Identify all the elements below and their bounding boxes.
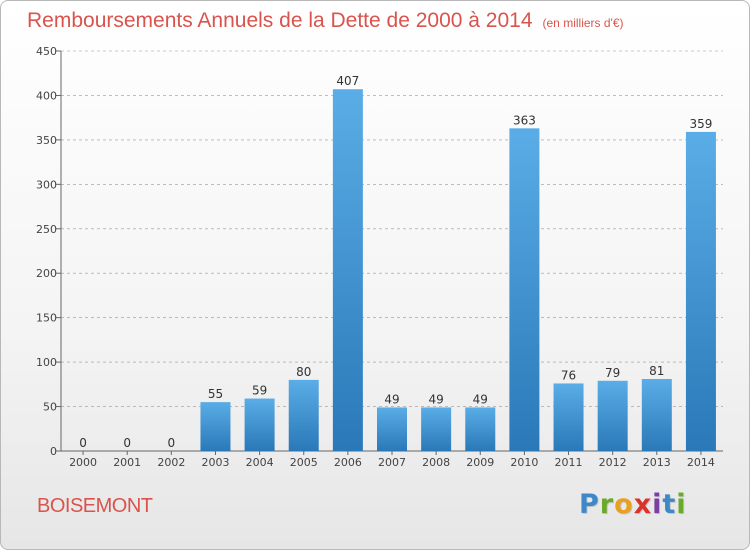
bar-2006[interactable]: [332, 89, 363, 451]
chart-title: Remboursements Annuels de la Dette de 20…: [27, 9, 624, 33]
data-label-2003: 55: [208, 387, 223, 401]
y-tick-label: 350: [36, 134, 57, 147]
bar-2010[interactable]: [509, 128, 540, 451]
x-tick-label: 2007: [378, 456, 406, 469]
y-tick-label: 150: [36, 312, 57, 325]
bar-2014[interactable]: [685, 131, 716, 451]
y-tick-label: 450: [36, 45, 57, 58]
bar-2013[interactable]: [641, 379, 672, 451]
axes: 0 50 100 150 200 250 300 350 400 450 2000 2001 2002 2…: [36, 45, 723, 469]
logo-letter: P: [579, 489, 600, 520]
x-tick-label: 2003: [201, 456, 229, 469]
data-label-2013: 81: [649, 364, 664, 378]
logo-letter: t: [662, 489, 677, 520]
data-label-2007: 49: [384, 392, 399, 406]
bars: [200, 89, 716, 451]
y-tick-label: 50: [43, 401, 57, 414]
y-tick-label: 200: [36, 267, 57, 280]
data-label-2014: 359: [689, 117, 712, 131]
x-tick-label: 2005: [290, 456, 318, 469]
logo-letter: o: [614, 489, 634, 520]
data-label-2012: 79: [605, 366, 620, 380]
bar-2003[interactable]: [200, 402, 231, 451]
x-tick-label: 2000: [69, 456, 97, 469]
logo-letter: x: [633, 489, 653, 520]
x-tick-label: 2011: [555, 456, 583, 469]
data-label-2001: 0: [123, 436, 131, 450]
bar-2007[interactable]: [377, 407, 407, 451]
chart-title-main: Remboursements Annuels de la Dette de 20…: [27, 9, 533, 32]
x-tick-label: 2012: [599, 456, 627, 469]
data-label-2000: 0: [79, 436, 87, 450]
data-label-2005: 80: [296, 365, 311, 379]
bar-2004[interactable]: [244, 398, 275, 451]
grid-lines: [61, 50, 723, 452]
x-tick-label: 2002: [157, 456, 185, 469]
x-tick-label: 2008: [422, 456, 450, 469]
x-tick-label: 2001: [113, 456, 141, 469]
bar-2009[interactable]: [465, 407, 496, 451]
proxiti-logo[interactable]: Proxiti: [579, 489, 687, 520]
data-label-2011: 76: [561, 368, 576, 382]
bar-2008[interactable]: [421, 407, 452, 451]
y-tick-label: 400: [36, 89, 57, 102]
x-tick-label: 2010: [510, 456, 538, 469]
y-tick-label: 250: [36, 223, 57, 236]
chart-title-unit: (en milliers d'€): [542, 16, 624, 30]
x-tick-label: 2014: [687, 456, 715, 469]
bar-2011[interactable]: [553, 383, 584, 451]
bar-2012[interactable]: [597, 380, 628, 451]
logo-letter: i: [652, 489, 663, 520]
data-label-2002: 0: [168, 436, 176, 450]
x-tick-label: 2004: [246, 456, 274, 469]
x-tick-label: 2006: [334, 456, 362, 469]
x-tick-label: 2013: [643, 456, 671, 469]
bar-2005[interactable]: [288, 379, 319, 451]
data-label-2004: 59: [252, 384, 267, 398]
x-tick-label: 2009: [466, 456, 494, 469]
y-tick-label: 100: [36, 356, 57, 369]
data-label-2006: 407: [336, 74, 359, 88]
logo-letter: i: [676, 489, 687, 520]
logo-letter: r: [599, 489, 615, 520]
data-label-2008: 49: [428, 392, 443, 406]
y-tick-label: 300: [36, 178, 57, 191]
data-label-2010: 363: [513, 113, 536, 127]
data-label-2009: 49: [473, 392, 488, 406]
commune-name: BOISEMONT: [37, 495, 153, 517]
y-tick-label: 0: [50, 445, 57, 458]
data-labels: 0 0 0 55 59 80 407 49 49 49 363 76 79 81 359: [79, 74, 712, 450]
